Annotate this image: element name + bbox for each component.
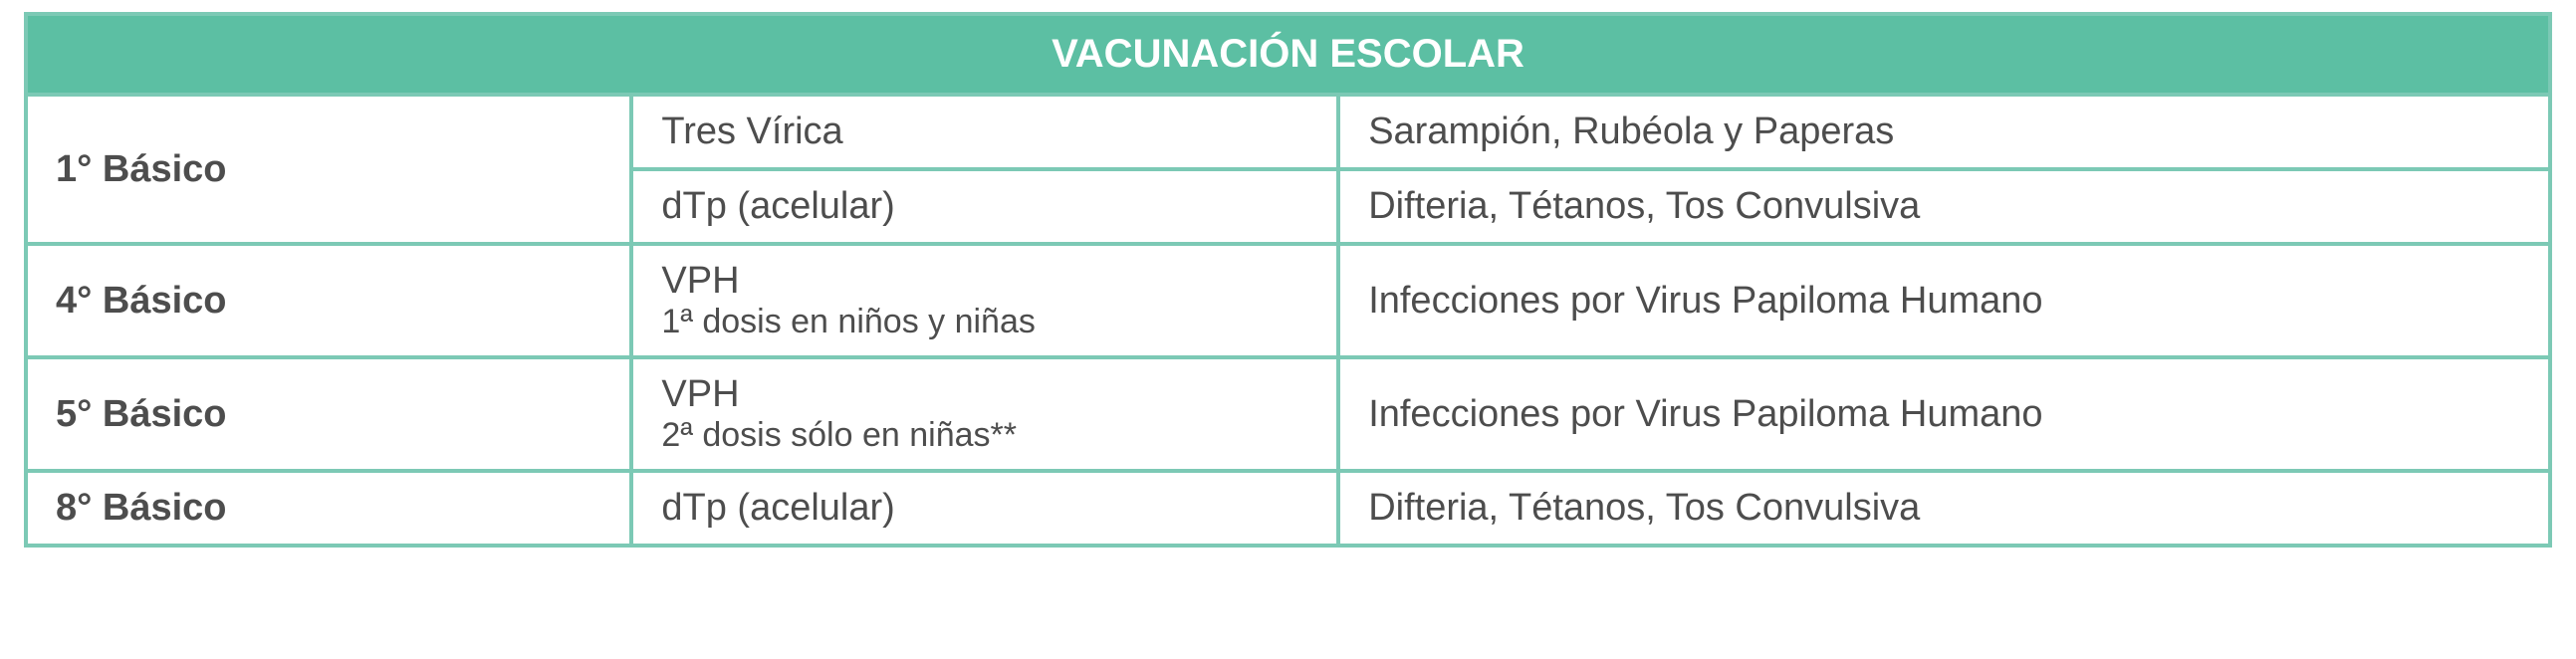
table-title: VACUNACIÓN ESCOLAR (26, 14, 2550, 95)
vaccine-subtext: 1ª dosis en niños y niñas (661, 303, 1308, 341)
vaccine-name: dTp (acelular) (661, 487, 1308, 530)
protects-cell: Infecciones por Virus Papiloma Humano (1338, 244, 2550, 357)
protects-cell: Sarampión, Rubéola y Paperas (1338, 95, 2550, 169)
vaccine-cell: Tres Vírica (631, 95, 1338, 169)
vaccine-cell: VPH1ª dosis en niños y niñas (631, 244, 1338, 357)
page-wrapper: VACUNACIÓN ESCOLAR 1° BásicoTres VíricaS… (0, 0, 2576, 559)
vaccine-name: dTp (acelular) (661, 185, 1308, 228)
vaccine-cell: dTp (acelular) (631, 169, 1338, 244)
vaccine-cell: dTp (acelular) (631, 471, 1338, 546)
protects-cell: Infecciones por Virus Papiloma Humano (1338, 357, 2550, 471)
vaccine-name: VPH (661, 373, 1308, 416)
protects-cell: Difteria, Tétanos, Tos Convulsiva (1338, 169, 2550, 244)
grade-cell: 1° Básico (26, 95, 631, 244)
table-row: 1° BásicoTres VíricaSarampión, Rubéola y… (26, 95, 2550, 169)
vaccination-table: VACUNACIÓN ESCOLAR 1° BásicoTres VíricaS… (24, 12, 2552, 548)
table-row: 8° Básico dTp (acelular) Difteria, Tétanos… (26, 471, 2550, 546)
grade-cell: 8° Básico (26, 471, 631, 546)
grade-cell: 4° Básico (26, 244, 631, 357)
vaccine-name: Tres Vírica (661, 110, 1308, 153)
vaccine-cell: VPH2ª dosis sólo en niñas** (631, 357, 1338, 471)
table-row: 5° BásicoVPH2ª dosis sólo en niñas**Infe… (26, 357, 2550, 471)
vaccine-name: VPH (661, 260, 1308, 303)
table-row: 4° BásicoVPH1ª dosis en niños y niñasInf… (26, 244, 2550, 357)
vaccine-subtext: 2ª dosis sólo en niñas** (661, 416, 1308, 455)
grade-cell: 5° Básico (26, 357, 631, 471)
protects-cell: Difteria, Tétanos, Tos Convulsiva (1338, 471, 2550, 546)
